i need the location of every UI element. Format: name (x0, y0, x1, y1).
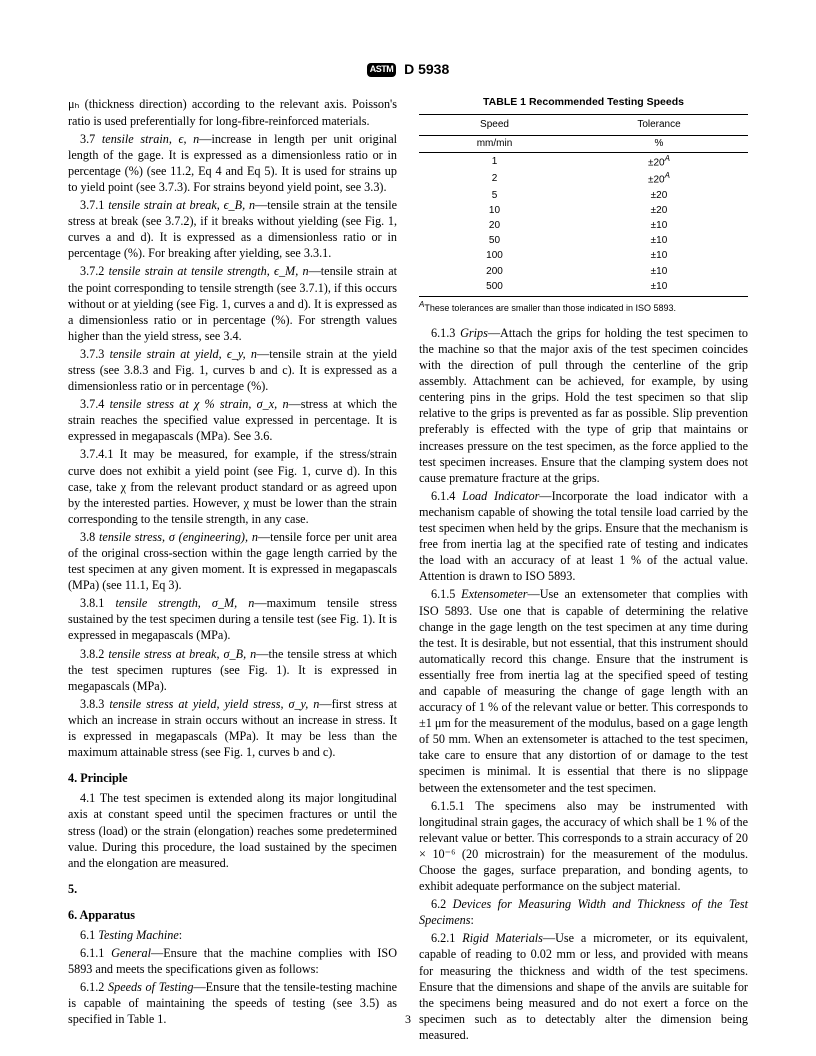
sec-6-1-3: 6.1.3 Grips—Attach the grips for holding… (419, 325, 748, 486)
sec-3-7-1: 3.7.1 tensile strain at break, ϵ_B, n—te… (68, 197, 397, 261)
table-1-unit-tol: % (570, 135, 748, 152)
table-1-col-tolerance: Tolerance (570, 115, 748, 135)
table-1-col-speed: Speed (419, 115, 570, 135)
table-row-speed: 500 (419, 279, 570, 297)
table-row-speed: 200 (419, 264, 570, 279)
table-row-tol: ±10 (570, 248, 748, 263)
table-1-unit-speed: mm/min (419, 135, 570, 152)
table-row-speed: 1 (419, 152, 570, 170)
standard-number: D 5938 (404, 61, 449, 77)
page-number: 3 (0, 1012, 816, 1028)
sec-3-8: 3.8 tensile stress, σ (engineering), n—t… (68, 529, 397, 593)
table-1-title: TABLE 1 Recommended Testing Speeds (419, 96, 748, 110)
table-row-tol: ±10 (570, 233, 748, 248)
sec-6-1-4: 6.1.4 Load Indicator—Incorporate the loa… (419, 488, 748, 585)
sec-3-7-2: 3.7.2 tensile strain at tensile strength… (68, 263, 397, 343)
body-columns: μₕ (thickness direction) according to th… (68, 96, 748, 1045)
table-1: TABLE 1 Recommended Testing Speeds Speed… (419, 96, 748, 314)
para-mu: μₕ (thickness direction) according to th… (68, 96, 397, 128)
sec-3-8-2: 3.8.2 tensile stress at break, σ_B, n—th… (68, 646, 397, 694)
sec-6-1-1: 6.1.1 General—Ensure that the machine co… (68, 945, 397, 977)
sec-6-1-5: 6.1.5 Extensometer—Use an extensometer t… (419, 586, 748, 795)
sec-3-7-3: 3.7.3 tensile strain at yield, ϵ_y, n—te… (68, 346, 397, 394)
table-row-speed: 20 (419, 218, 570, 233)
table-row-speed: 5 (419, 188, 570, 203)
table-row-tol: ±20 (570, 203, 748, 218)
sec-6-1-5-1: 6.1.5.1 The specimens also may be instru… (419, 798, 748, 895)
page-header: ASTM D 5938 (68, 60, 748, 78)
heading-5: 5. (68, 881, 397, 897)
table-row-speed: 2 (419, 170, 570, 188)
sec-6-2: 6.2 Devices for Measuring Width and Thic… (419, 896, 748, 928)
table-row-speed: 50 (419, 233, 570, 248)
sec-3-8-3: 3.8.3 tensile stress at yield, yield str… (68, 696, 397, 760)
table-row-tol: ±10 (570, 279, 748, 297)
sec-3-7-4-1: 3.7.4.1 It may be measured, for example,… (68, 446, 397, 526)
heading-4: 4. Principle (68, 770, 397, 786)
sec-3-7-4: 3.7.4 tensile stress at χ % strain, σ_x,… (68, 396, 397, 444)
table-row-tol: ±10 (570, 264, 748, 279)
table-row-tol: ±20A (570, 152, 748, 170)
sec-6-1: 6.1 Testing Machine: (68, 927, 397, 943)
table-row-speed: 100 (419, 248, 570, 263)
table-row-speed: 10 (419, 203, 570, 218)
heading-6: 6. Apparatus (68, 907, 397, 923)
sec-4-1: 4.1 The test specimen is extended along … (68, 790, 397, 870)
sec-3-8-1: 3.8.1 tensile strength, σ_M, n—maximum t… (68, 595, 397, 643)
table-row-tol: ±20 (570, 188, 748, 203)
table-1-footnote: AThese tolerances are smaller than those… (419, 300, 748, 315)
table-row-tol: ±10 (570, 218, 748, 233)
astm-logo: ASTM (367, 63, 397, 77)
sec-3-7: 3.7 tensile strain, ϵ, n—increase in len… (68, 131, 397, 195)
table-1-data: Speed Tolerance mm/min % 1±20A2±20A5±201… (419, 114, 748, 297)
table-row-tol: ±20A (570, 170, 748, 188)
